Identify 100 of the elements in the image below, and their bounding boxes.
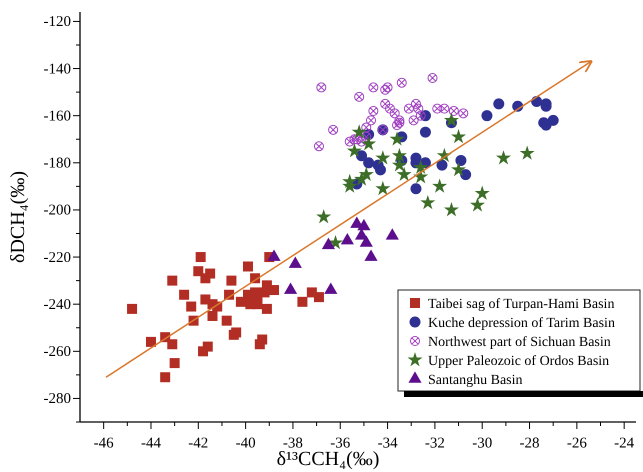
x-tick-label: -28	[520, 436, 540, 452]
point	[448, 106, 459, 116]
x-tick-label: -46	[94, 436, 114, 452]
point	[474, 186, 490, 200]
y-tick-label: -260	[44, 344, 71, 360]
point	[413, 160, 428, 174]
legend-label: Upper Paleozoic of Ordos Basin	[428, 354, 610, 369]
point	[363, 157, 374, 168]
point	[193, 266, 204, 276]
point	[380, 84, 390, 95]
x-tick-label: -32	[424, 436, 445, 452]
point	[396, 78, 407, 88]
y-tick-label: -200	[44, 202, 71, 219]
point	[366, 115, 376, 126]
point	[368, 106, 378, 116]
point	[451, 128, 466, 144]
point	[444, 202, 459, 216]
point	[451, 162, 466, 176]
point	[455, 154, 466, 166]
point	[127, 304, 138, 314]
point	[242, 261, 253, 272]
point	[460, 169, 472, 180]
x-tick-label: -30	[472, 436, 492, 452]
y-tick-label: -140	[44, 61, 71, 78]
point	[392, 157, 407, 172]
point	[361, 136, 376, 150]
point	[420, 126, 431, 138]
point	[231, 327, 242, 338]
point	[179, 290, 190, 300]
point	[420, 194, 436, 210]
x-tick-label: -42	[188, 436, 208, 452]
point	[392, 120, 402, 130]
point	[470, 197, 485, 212]
point	[186, 302, 196, 312]
point	[349, 134, 360, 144]
x-tick-label: -40	[236, 436, 256, 452]
point	[196, 252, 206, 262]
point	[352, 124, 367, 139]
point	[396, 166, 412, 181]
point	[269, 285, 280, 296]
point	[384, 104, 395, 114]
y-axis-title: δDCH₄(‰)	[7, 171, 29, 263]
point	[346, 143, 362, 158]
point	[222, 316, 232, 326]
point	[257, 334, 268, 345]
point	[328, 124, 338, 135]
x-tick-label: -26	[566, 436, 588, 452]
point	[481, 110, 492, 122]
x-tick-label: -34	[378, 436, 398, 452]
point	[413, 104, 424, 114]
y-tick-label: -240	[44, 296, 71, 313]
legend-label: Northwest part of Sichuan Basin	[428, 334, 611, 350]
point	[436, 160, 448, 171]
point	[316, 82, 326, 92]
point	[439, 104, 450, 114]
point	[374, 164, 386, 176]
point	[368, 82, 378, 92]
legend-label: Taibei sag of Turpan-Hami Basin	[428, 296, 614, 312]
point	[207, 310, 218, 321]
point	[458, 108, 468, 118]
point	[392, 148, 407, 162]
point	[167, 276, 178, 286]
point	[520, 145, 535, 160]
x-tick-label: -44	[140, 436, 162, 452]
point	[170, 358, 180, 368]
point	[160, 372, 170, 382]
point	[314, 141, 324, 152]
point	[356, 136, 367, 147]
point	[316, 209, 332, 224]
point	[390, 131, 405, 146]
point	[548, 114, 559, 126]
y-tick-label: -220	[44, 250, 71, 266]
point	[390, 108, 400, 118]
point	[380, 98, 390, 109]
point	[297, 296, 308, 307]
legend-label: Santanghu Basin	[428, 372, 522, 388]
y-tick-label: -280	[44, 391, 71, 408]
point	[354, 92, 364, 102]
point	[496, 150, 512, 164]
point	[314, 292, 324, 302]
point	[493, 98, 504, 110]
x-tick-label: -24	[614, 436, 635, 452]
legend-label: Kuche depression of Tarim Basin	[428, 316, 615, 331]
y-tick-label: -120	[44, 14, 71, 30]
point	[410, 183, 422, 194]
point	[428, 72, 438, 83]
point	[375, 180, 390, 196]
point	[432, 104, 442, 114]
point	[146, 336, 156, 347]
point	[205, 268, 216, 279]
point	[361, 122, 372, 132]
point	[394, 115, 404, 126]
y-tick-label: -160	[44, 108, 71, 124]
point	[226, 276, 236, 286]
point	[167, 339, 178, 350]
point	[262, 304, 272, 314]
point	[444, 112, 459, 127]
point	[358, 166, 374, 181]
point	[394, 118, 404, 128]
y-tick-label: -180	[44, 156, 71, 172]
